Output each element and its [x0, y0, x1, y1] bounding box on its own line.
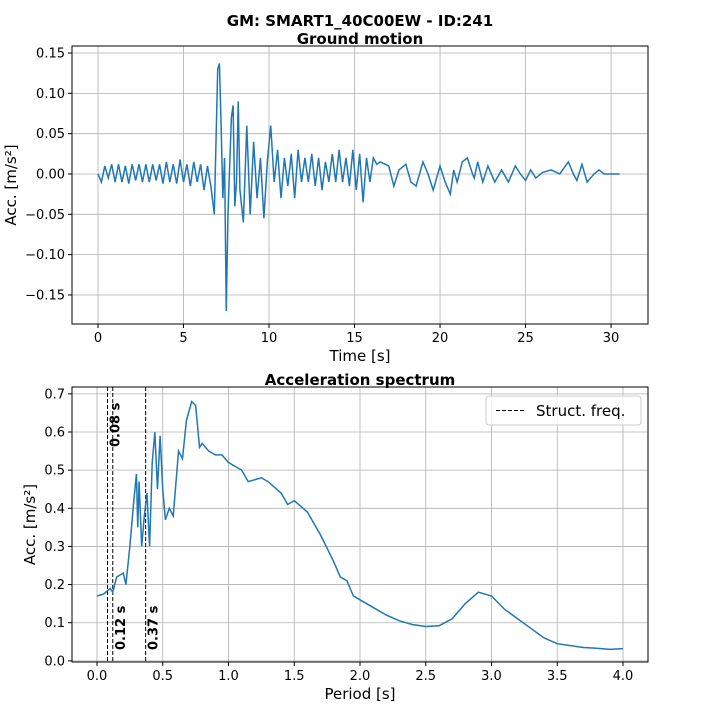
x-tick-label: 5 — [179, 331, 187, 346]
legend-box — [485, 395, 642, 426]
y-tick-label: 0.4 — [44, 502, 65, 517]
y-tick-label: 0.6 — [44, 426, 65, 441]
y-tick-label: 0.2 — [44, 578, 65, 593]
x-tick-label: 2.0 — [350, 669, 371, 684]
x-tick-label: 4.0 — [613, 669, 634, 684]
y-tick-label: 0.7 — [44, 387, 65, 402]
x-axis-label: Period [s] — [324, 685, 395, 703]
y-tick-label: 0.05 — [36, 127, 65, 142]
y-tick-label: 0.0 — [44, 654, 65, 669]
x-tick-label: 0.0 — [87, 669, 108, 684]
y-tick-label: 0.10 — [36, 87, 65, 102]
x-axis-label: Time [s] — [329, 347, 391, 365]
x-tick-label: 1.5 — [284, 669, 305, 684]
plot-area — [97, 63, 620, 312]
x-tick-label: 10 — [261, 331, 278, 346]
axes-title: Ground motion — [297, 30, 424, 48]
plot-area — [96, 387, 624, 662]
legend-label: Struct. freq. — [536, 402, 625, 420]
struct-freq-label: 0.12 s — [114, 605, 129, 650]
x-tick-label: 3.5 — [547, 669, 568, 684]
x-tick-label: 30 — [603, 331, 620, 346]
y-axis-label: Acc. [m/s²] — [21, 484, 39, 565]
y-tick-label: −0.15 — [25, 288, 65, 303]
axes-frame — [71, 386, 649, 663]
figure-title: GM: SMART1_40C00EW - ID:241 — [227, 12, 493, 30]
struct-freq-label: 0.37 s — [147, 605, 162, 650]
data-line — [97, 63, 620, 312]
x-tick-label: 15 — [346, 331, 363, 346]
y-tick-label: 0.3 — [44, 540, 65, 555]
data-line — [96, 400, 624, 651]
axes-title: Acceleration spectrum — [265, 371, 456, 389]
y-tick-label: 0.1 — [44, 616, 65, 631]
axes-frame — [71, 45, 649, 325]
y-axis-label: Acc. [m/s²] — [2, 144, 20, 225]
y-tick-label: −0.10 — [25, 248, 65, 263]
y-tick-label: 0.00 — [36, 167, 65, 182]
x-tick-label: 1.0 — [218, 669, 239, 684]
x-tick-label: 0 — [94, 331, 102, 346]
x-tick-label: 25 — [517, 331, 534, 346]
x-tick-label: 3.0 — [481, 669, 502, 684]
struct-freq-label: 0.08 s — [109, 402, 124, 447]
y-tick-label: 0.5 — [44, 464, 65, 479]
x-tick-label: 0.5 — [152, 669, 173, 684]
x-tick-label: 20 — [432, 331, 449, 346]
y-tick-label: −0.05 — [25, 208, 65, 223]
x-tick-label: 2.5 — [415, 669, 436, 684]
y-tick-label: 0.15 — [36, 47, 65, 62]
